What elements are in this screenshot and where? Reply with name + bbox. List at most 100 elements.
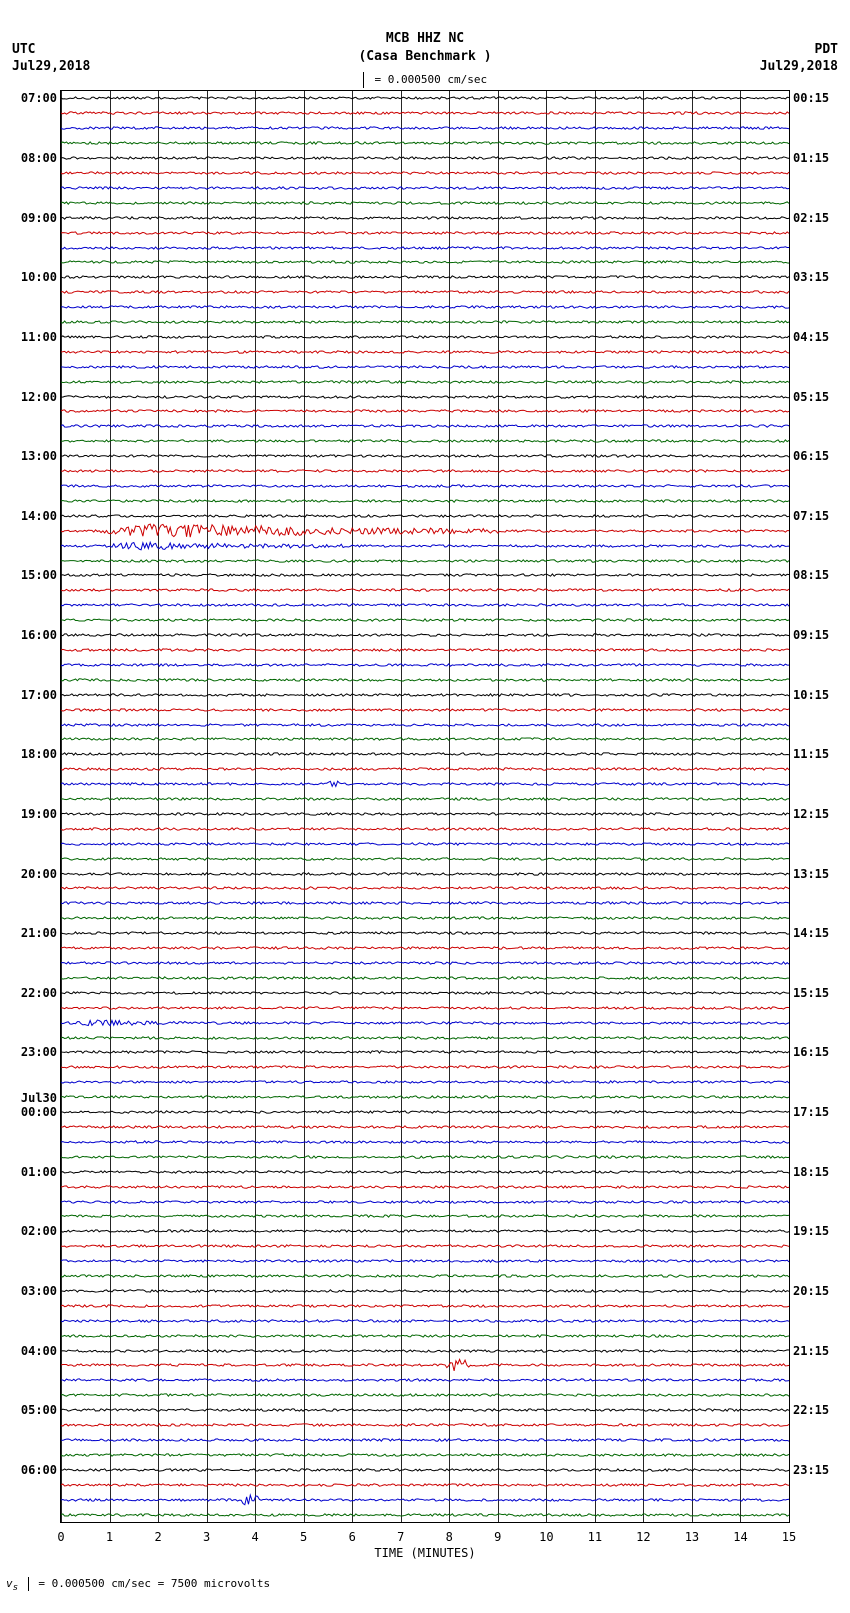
header: MCB HHZ NC (Casa Benchmark ) bbox=[0, 30, 850, 66]
trace-row bbox=[61, 121, 789, 135]
x-tick-label: 7 bbox=[397, 1530, 404, 1544]
trace-row bbox=[61, 1508, 789, 1522]
pdt-time-label: 10:15 bbox=[793, 688, 829, 702]
trace-row bbox=[61, 688, 789, 702]
x-tick-label: 10 bbox=[539, 1530, 553, 1544]
x-axis-title: TIME (MINUTES) bbox=[61, 1546, 789, 1560]
utc-time-label: 05:00 bbox=[21, 1403, 57, 1417]
trace-row bbox=[61, 211, 789, 225]
trace-row bbox=[61, 255, 789, 269]
trace-row bbox=[61, 822, 789, 836]
trace-row bbox=[61, 181, 789, 195]
trace-row bbox=[61, 494, 789, 508]
trace-row bbox=[61, 926, 789, 940]
x-tick-label: 8 bbox=[446, 1530, 453, 1544]
trace-row bbox=[61, 1045, 789, 1059]
vgrid bbox=[789, 91, 790, 1522]
trace-row bbox=[61, 613, 789, 627]
trace-row bbox=[61, 658, 789, 672]
trace-row bbox=[61, 837, 789, 851]
trace-row bbox=[61, 1180, 789, 1194]
pdt-time-label: 03:15 bbox=[793, 270, 829, 284]
pdt-time-label: 18:15 bbox=[793, 1165, 829, 1179]
utc-time-label: 04:00 bbox=[21, 1344, 57, 1358]
trace-row bbox=[61, 1373, 789, 1387]
trace-row bbox=[61, 270, 789, 284]
trace-row bbox=[61, 375, 789, 389]
trace-row bbox=[61, 718, 789, 732]
trace-row bbox=[61, 1478, 789, 1492]
trace-row bbox=[61, 1031, 789, 1045]
trace-row bbox=[61, 583, 789, 597]
pdt-time-label: 01:15 bbox=[793, 151, 829, 165]
utc-time-label: 21:00 bbox=[21, 926, 57, 940]
x-tick-label: 15 bbox=[782, 1530, 796, 1544]
trace-row bbox=[61, 1284, 789, 1298]
utc-time-label: 14:00 bbox=[21, 509, 57, 523]
trace-row bbox=[61, 196, 789, 210]
trace-row bbox=[61, 1150, 789, 1164]
x-tick-label: 4 bbox=[252, 1530, 259, 1544]
pdt-time-label: 04:15 bbox=[793, 330, 829, 344]
trace-row bbox=[61, 792, 789, 806]
trace-row bbox=[61, 1120, 789, 1134]
trace-row bbox=[61, 1299, 789, 1313]
right-date: Jul29,2018 bbox=[760, 59, 838, 76]
trace-row bbox=[61, 732, 789, 746]
trace-row bbox=[61, 1344, 789, 1358]
pdt-time-label: 13:15 bbox=[793, 867, 829, 881]
trace-row bbox=[61, 136, 789, 150]
pdt-time-label: 05:15 bbox=[793, 390, 829, 404]
trace-row bbox=[61, 1001, 789, 1015]
utc-time-label: 09:00 bbox=[21, 211, 57, 225]
scale-indicator: = 0.000500 cm/sec bbox=[0, 72, 850, 88]
left-header: UTC Jul29,2018 bbox=[12, 42, 90, 76]
trace-row bbox=[61, 151, 789, 165]
trace-row bbox=[61, 1388, 789, 1402]
trace-row bbox=[61, 1463, 789, 1477]
utc-time-label: 06:00 bbox=[21, 1463, 57, 1477]
utc-time-label: 08:00 bbox=[21, 151, 57, 165]
trace-row bbox=[61, 1075, 789, 1089]
left-tz: UTC bbox=[12, 42, 90, 59]
trace-row bbox=[61, 1358, 789, 1372]
trace-row bbox=[61, 986, 789, 1000]
trace-row bbox=[61, 464, 789, 478]
trace-row bbox=[61, 390, 789, 404]
pdt-time-label: 23:15 bbox=[793, 1463, 829, 1477]
utc-time-label: Jul3000:00 bbox=[21, 1091, 57, 1119]
x-tick-label: 11 bbox=[588, 1530, 602, 1544]
trace-row bbox=[61, 598, 789, 612]
trace-row bbox=[61, 971, 789, 985]
trace-row bbox=[61, 479, 789, 493]
trace-row bbox=[61, 1433, 789, 1447]
utc-time-label: 18:00 bbox=[21, 747, 57, 761]
trace-row bbox=[61, 449, 789, 463]
trace-row bbox=[61, 1165, 789, 1179]
trace-row bbox=[61, 91, 789, 105]
trace-row bbox=[61, 956, 789, 970]
trace-row bbox=[61, 807, 789, 821]
trace-row bbox=[61, 345, 789, 359]
utc-time-label: 03:00 bbox=[21, 1284, 57, 1298]
x-tick-label: 14 bbox=[733, 1530, 747, 1544]
trace-row bbox=[61, 1090, 789, 1104]
pdt-time-label: 07:15 bbox=[793, 509, 829, 523]
utc-time-label: 22:00 bbox=[21, 986, 57, 1000]
trace-row bbox=[61, 1224, 789, 1238]
trace-row bbox=[61, 1060, 789, 1074]
x-tick-label: 3 bbox=[203, 1530, 210, 1544]
trace-row bbox=[61, 1209, 789, 1223]
trace-row bbox=[61, 852, 789, 866]
seismogram-container: MCB HHZ NC (Casa Benchmark ) = 0.000500 … bbox=[0, 0, 850, 1613]
trace-row bbox=[61, 628, 789, 642]
trace-row bbox=[61, 300, 789, 314]
trace-row bbox=[61, 241, 789, 255]
trace-row bbox=[61, 166, 789, 180]
utc-time-label: 07:00 bbox=[21, 91, 57, 105]
pdt-time-label: 20:15 bbox=[793, 1284, 829, 1298]
trace-row bbox=[61, 867, 789, 881]
pdt-time-label: 06:15 bbox=[793, 449, 829, 463]
trace-row bbox=[61, 1016, 789, 1030]
right-tz: PDT bbox=[760, 42, 838, 59]
